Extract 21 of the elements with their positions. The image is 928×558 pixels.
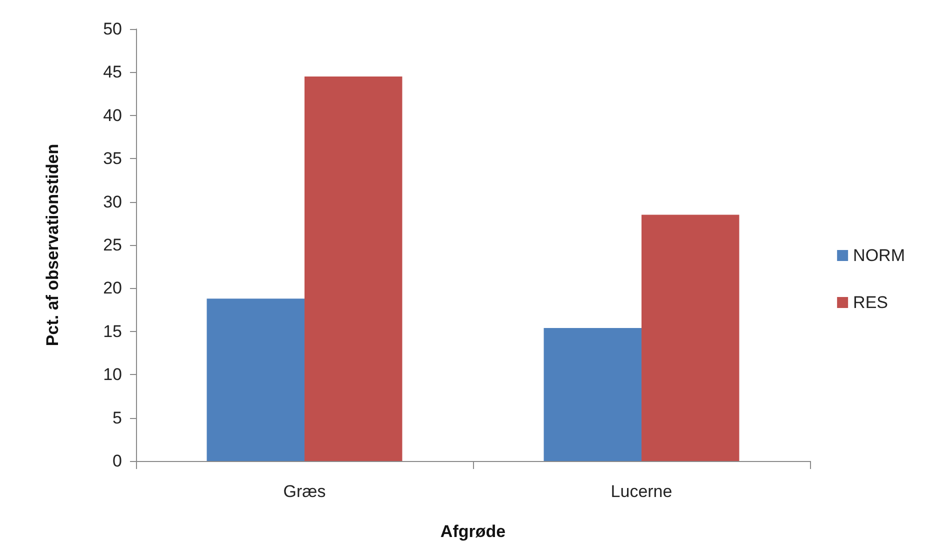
y-tick-label: 35	[103, 149, 122, 168]
bar	[642, 214, 740, 461]
y-tick-label: 0	[112, 452, 122, 470]
y-tick-label: 10	[103, 365, 122, 384]
y-tick-label: 20	[103, 278, 122, 298]
y-tick-label: 50	[103, 20, 122, 38]
y-tick-label: 25	[103, 236, 122, 254]
y-tick-label: 45	[103, 62, 122, 82]
y-tick-label: 30	[103, 192, 122, 212]
y-axis-title: Pct. af observationstiden	[43, 144, 62, 346]
x-tick-label: Lucerne	[610, 482, 672, 501]
x-axis-title: Afgrøde	[440, 522, 506, 541]
legend-label: RES	[853, 293, 888, 312]
x-tick-label: Græs	[283, 482, 326, 501]
y-tick-label: 15	[103, 322, 122, 341]
bar	[304, 76, 402, 461]
legend-label: NORM	[853, 246, 906, 265]
y-tick-label: 40	[103, 106, 122, 125]
y-tick-label: 5	[112, 408, 122, 428]
bar	[206, 298, 304, 461]
bar	[544, 328, 642, 461]
